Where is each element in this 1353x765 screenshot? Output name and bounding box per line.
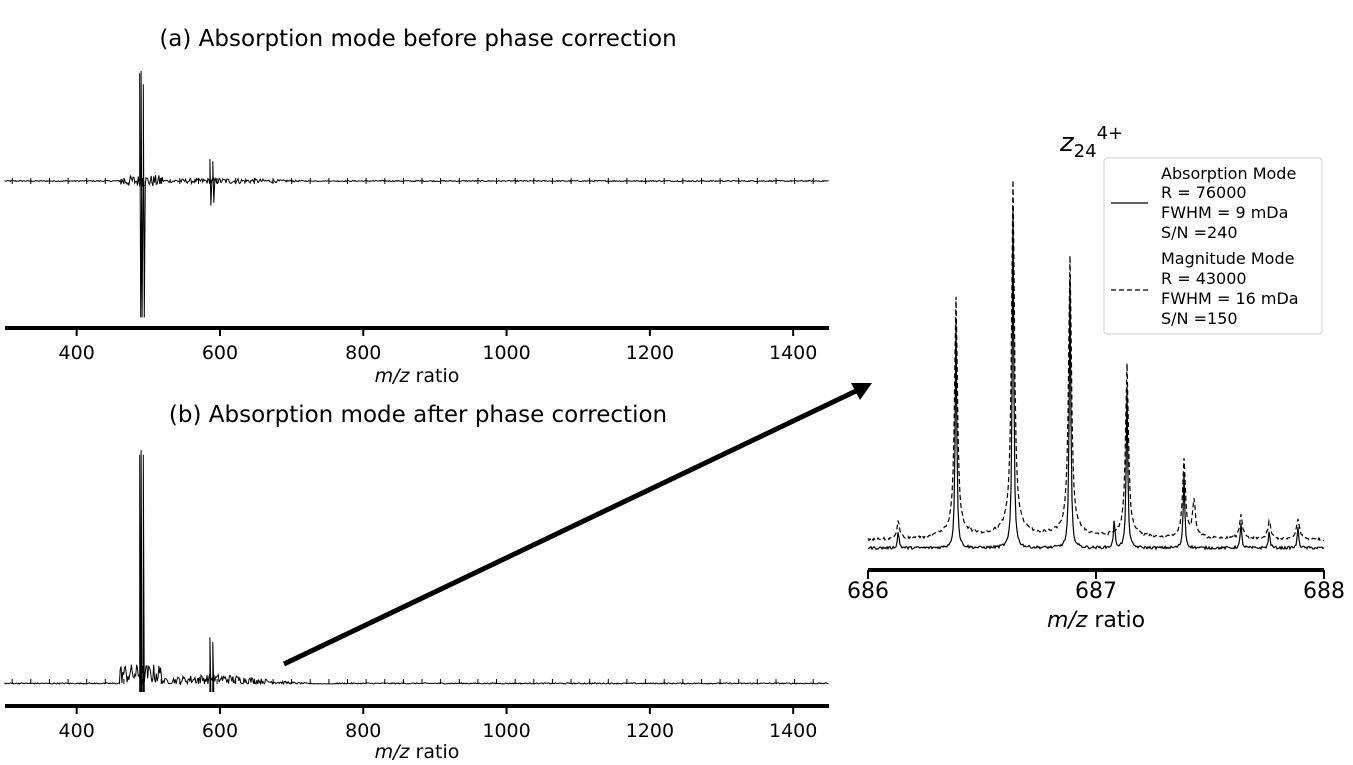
magnitude-mode-line — [867, 180, 1325, 542]
panel-a-title: (a) Absorption mode before phase correct… — [159, 26, 676, 52]
panel-b-tick-label-1400: 1400 — [769, 720, 817, 742]
panel-b-spectrum-line — [4, 449, 829, 693]
panel-a-tick-label-800: 800 — [345, 342, 381, 364]
panel-c-title-sub: 24 — [1074, 141, 1097, 162]
panel-c-legend: Absorption Mode R = 76000 FWHM = 9 mDa S… — [1103, 157, 1323, 335]
legend-absorption-name: Absorption Mode — [1161, 164, 1296, 183]
panel-c-tick-label-688: 688 — [1303, 579, 1345, 604]
panel-a-tick-label-400: 400 — [59, 342, 95, 364]
panel-b-tick-label-600: 600 — [202, 720, 238, 742]
panel-a-x-axis-label-rest: ratio — [410, 365, 460, 387]
panel-a-tick-label-1000: 1000 — [482, 342, 530, 364]
panel-b-x-axis-label: m/z ratio — [375, 741, 460, 763]
legend-magnitude-fwhm: FWHM = 16 mDa — [1161, 289, 1299, 308]
absorption-mode-line — [867, 207, 1325, 551]
panel-c-x-axis-label-italic: m/z — [1047, 608, 1088, 633]
panel-b-x-axis-label-rest: ratio — [410, 741, 460, 763]
panel-c-x-axis-label: m/z ratio — [1047, 608, 1145, 633]
panel-b-tick-label-1200: 1200 — [626, 720, 674, 742]
panel-b: (b) Absorption mode after phase correcti… — [4, 402, 829, 763]
panel-c: z244+ 686 687 688 m/z ratio Absorption Mod… — [847, 123, 1345, 633]
panel-a-spectrum-line — [4, 70, 829, 318]
panel-b-tick-label-800: 800 — [345, 720, 381, 742]
panel-b-x-axis-label-italic: m/z — [375, 741, 411, 763]
legend-absorption-resolution: R = 76000 — [1161, 183, 1247, 202]
panel-c-x-ticks: 686 687 688 — [847, 570, 1345, 604]
panel-a-tick-label-1400: 1400 — [769, 342, 817, 364]
panel-c-title-sup: 4+ — [1097, 123, 1124, 144]
panel-b-tick-label-1000: 1000 — [482, 720, 530, 742]
panel-a-tick-label-600: 600 — [202, 342, 238, 364]
panel-b-tick-label-400: 400 — [59, 720, 95, 742]
panel-c-tick-label-686: 686 — [847, 579, 889, 604]
panel-a-tick-label-1200: 1200 — [626, 342, 674, 364]
zoom-arrow — [282, 383, 872, 667]
panel-c-x-axis-label-rest: ratio — [1087, 608, 1145, 633]
panel-a-x-ticks: 400 600 800 1000 1200 1400 — [59, 328, 817, 364]
panel-a-x-axis-label: m/z ratio — [375, 365, 460, 387]
panel-c-title-base: z — [1059, 128, 1075, 158]
legend-absorption-sn: S/N =240 — [1161, 223, 1238, 242]
legend-magnitude-sn: S/N =150 — [1161, 309, 1238, 328]
panel-c-tick-label-687: 687 — [1075, 579, 1117, 604]
legend-magnitude-resolution: R = 43000 — [1161, 269, 1247, 288]
legend-magnitude-name: Magnitude Mode — [1161, 249, 1294, 268]
panel-a-x-axis-label-italic: m/z — [375, 365, 411, 387]
legend-box — [1103, 157, 1323, 335]
panel-a: (a) Absorption mode before phase correct… — [4, 26, 829, 387]
panel-c-title: z244+ — [1059, 123, 1123, 162]
panel-b-x-ticks: 400 600 800 1000 1200 1400 — [59, 706, 817, 742]
legend-absorption-fwhm: FWHM = 9 mDa — [1161, 203, 1288, 222]
panel-b-title: (b) Absorption mode after phase correcti… — [169, 402, 667, 428]
